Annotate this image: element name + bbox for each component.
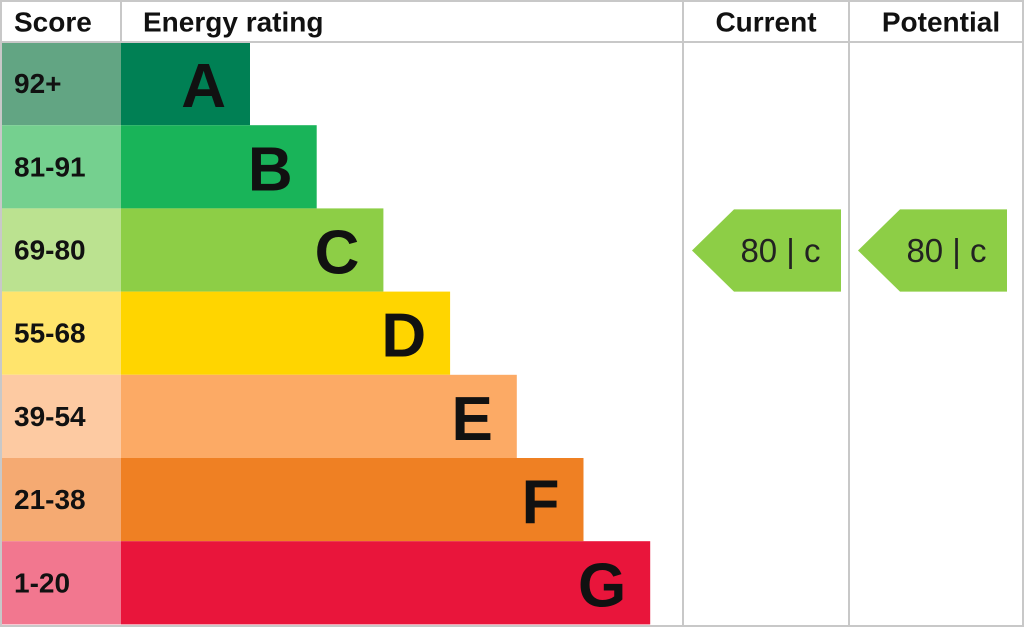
score-cell — [0, 374, 121, 458]
score-label: 81-91 — [14, 151, 86, 182]
potential-label: 80 | c — [906, 232, 986, 269]
rating-bar — [121, 374, 517, 458]
rating-letter: E — [451, 385, 492, 454]
current-label: 80 | c — [740, 232, 820, 269]
score-cell — [0, 208, 121, 292]
score-label: 55-68 — [14, 318, 86, 349]
score-cell — [0, 42, 121, 126]
header-potential: Potential — [882, 7, 1000, 38]
rating-letter: A — [181, 52, 226, 121]
rating-letter: C — [315, 219, 360, 288]
rating-letter: D — [381, 302, 426, 371]
score-cell — [0, 291, 121, 375]
header-current: Current — [715, 7, 816, 38]
score-label: 1-20 — [14, 567, 70, 598]
score-label: 39-54 — [14, 401, 86, 432]
potential-arrow — [858, 209, 1007, 292]
header-rating: Energy rating — [143, 7, 323, 38]
rating-bar — [121, 291, 451, 375]
rating-letter: F — [522, 468, 560, 537]
score-label: 21-38 — [14, 484, 86, 515]
rating-bar — [121, 458, 584, 542]
header-score: Score — [14, 7, 92, 38]
score-cell — [0, 541, 121, 625]
rating-letter: B — [248, 135, 293, 204]
score-cell — [0, 458, 121, 542]
rating-bar — [121, 541, 651, 625]
rating-bar — [121, 42, 250, 126]
score-label: 92+ — [14, 68, 62, 99]
rating-bar — [121, 208, 384, 292]
score-label: 69-80 — [14, 235, 86, 266]
rating-bar — [121, 125, 317, 209]
current-arrow — [692, 209, 841, 292]
score-cell — [0, 125, 121, 209]
rating-letter: G — [578, 551, 626, 620]
